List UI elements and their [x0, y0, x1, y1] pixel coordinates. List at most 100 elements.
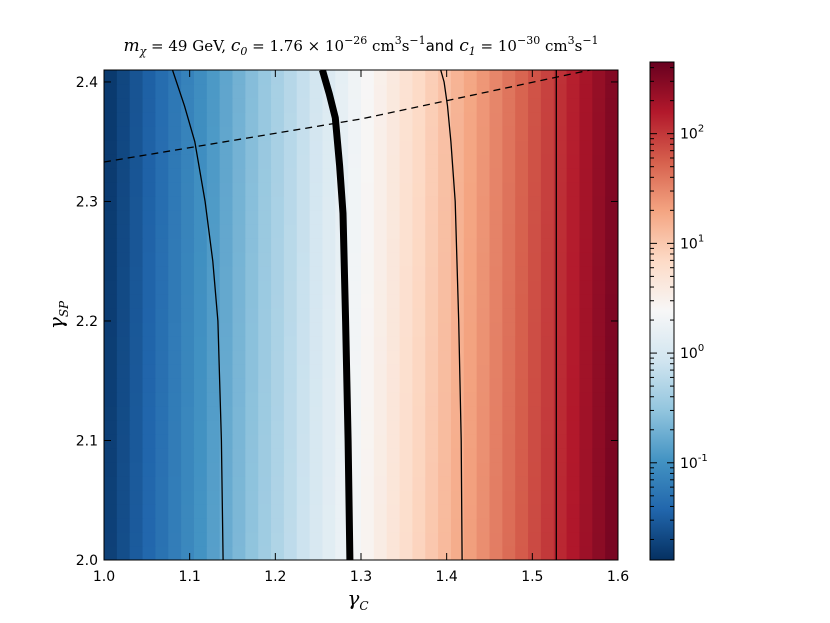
- heatmap-cell: [206, 420, 221, 435]
- heatmap-cell: [399, 294, 413, 309]
- heatmap-cell: [219, 266, 234, 281]
- colorbar: [649, 61, 675, 561]
- heatmap-cell: [219, 490, 234, 505]
- heatmap-cell: [142, 350, 156, 365]
- heatmap-cell: [206, 546, 221, 560]
- heatmap-cell: [566, 140, 581, 155]
- heatmap-cell: [155, 504, 169, 519]
- heatmap-cell: [142, 98, 156, 113]
- heatmap-cell: [258, 168, 272, 183]
- heatmap-cell: [553, 462, 568, 477]
- heatmap-cell: [309, 322, 324, 337]
- heatmap-cell: [425, 84, 439, 99]
- heatmap-cell: [361, 462, 375, 477]
- heatmap-cell: [463, 182, 478, 197]
- heatmap-cell: [528, 364, 542, 379]
- heatmap-cell: [425, 350, 439, 365]
- heatmap-cell: [348, 154, 362, 169]
- heatmap-cell: [129, 196, 144, 211]
- heatmap-cell: [605, 308, 618, 323]
- heatmap-cell: [373, 490, 388, 505]
- heatmap-cell: [425, 168, 439, 183]
- heatmap-cell: [322, 364, 336, 379]
- heatmap-cell: [206, 364, 221, 379]
- heatmap-cell: [528, 140, 542, 155]
- heatmap-cell: [283, 266, 298, 281]
- heatmap-cell: [412, 392, 426, 407]
- heatmap-cell: [309, 392, 324, 407]
- heatmap-cell: [438, 406, 452, 421]
- heatmap-cell: [155, 518, 169, 533]
- heatmap-cell: [425, 518, 439, 533]
- heatmap-cell: [193, 420, 208, 435]
- heatmap-cell: [502, 112, 516, 127]
- heatmap-cell: [142, 546, 156, 560]
- heatmap-cell: [528, 490, 542, 505]
- heatmap-cell: [129, 182, 144, 197]
- heatmap-cell: [553, 266, 568, 281]
- heatmap-cell: [193, 126, 208, 141]
- heatmap-cell: [412, 448, 426, 463]
- heatmap-cell: [579, 210, 593, 225]
- heatmap-cell: [116, 406, 131, 421]
- heatmap-cell: [425, 490, 439, 505]
- heatmap-cell: [438, 448, 452, 463]
- heatmap-cell: [258, 420, 272, 435]
- heatmap-cell: [296, 350, 311, 365]
- heatmap-cell: [489, 182, 503, 197]
- heatmap-cell: [605, 70, 618, 85]
- heatmap-cell: [142, 196, 156, 211]
- heatmap-cell: [219, 476, 234, 491]
- heatmap-cell: [335, 98, 349, 113]
- heatmap-cell: [296, 224, 311, 239]
- heatmap-cell: [104, 252, 118, 267]
- heatmap-cell: [129, 70, 144, 85]
- heatmap-cell: [476, 280, 491, 295]
- heatmap-cell: [193, 378, 208, 393]
- heatmap-cell: [476, 294, 491, 309]
- heatmap-cell: [361, 252, 375, 267]
- heatmap-cell: [142, 490, 156, 505]
- heatmap-cell: [553, 448, 568, 463]
- heatmap-cell: [399, 518, 413, 533]
- heatmap-cell: [271, 126, 285, 141]
- heatmap-cell: [181, 168, 195, 183]
- heatmap-cell: [361, 280, 375, 295]
- heatmap-cell: [373, 322, 388, 337]
- heatmap-cell: [129, 546, 144, 560]
- heatmap-cell: [515, 364, 529, 379]
- heatmap-cell: [373, 224, 388, 239]
- heatmap-cell: [425, 224, 439, 239]
- heatmap-cell: [386, 518, 401, 533]
- heatmap-cell: [361, 168, 375, 183]
- heatmap-cell: [155, 378, 169, 393]
- heatmap-cell: [553, 322, 568, 337]
- heatmap-cell: [283, 462, 298, 477]
- heatmap-cell: [438, 532, 452, 547]
- heatmap-cell: [283, 420, 298, 435]
- heatmap-cell: [412, 210, 426, 225]
- heatmap-cell: [579, 168, 593, 183]
- heatmap-cell: [116, 448, 131, 463]
- heatmap-cell: [425, 322, 439, 337]
- heatmap-cell: [412, 266, 426, 281]
- heatmap-cell: [515, 322, 529, 337]
- heatmap-cell: [296, 490, 311, 505]
- heatmap-cell: [142, 504, 156, 519]
- heatmap-cell: [463, 322, 478, 337]
- heatmap-cell: [232, 350, 246, 365]
- heatmap-cell: [232, 364, 246, 379]
- heatmap-cell: [373, 532, 388, 547]
- heatmap-cell: [399, 336, 413, 351]
- heatmap-cell: [489, 336, 503, 351]
- heatmap-cell: [348, 112, 362, 127]
- heatmap-cell: [168, 364, 182, 379]
- heatmap-cell: [489, 84, 503, 99]
- heatmap-cell: [438, 294, 452, 309]
- heatmap-cell: [168, 434, 182, 449]
- heatmap-cell: [540, 294, 555, 309]
- heatmap-cell: [425, 448, 439, 463]
- heatmap-cell: [206, 84, 221, 99]
- heatmap-cell: [386, 280, 401, 295]
- heatmap-cell: [155, 168, 169, 183]
